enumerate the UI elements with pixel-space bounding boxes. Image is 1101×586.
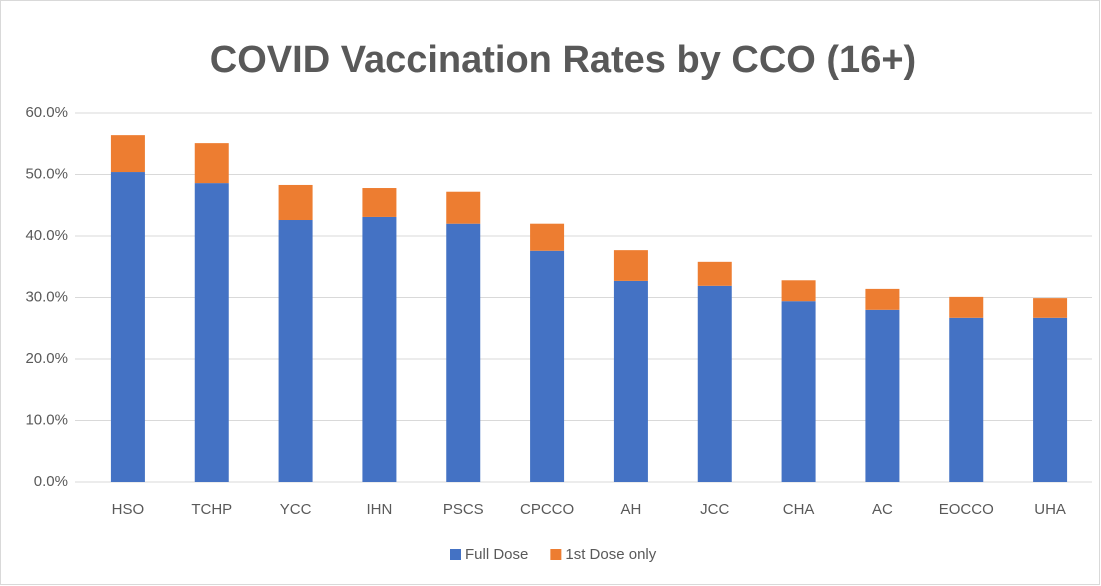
bar-segment [278,184,313,221]
bar-segment [362,188,397,217]
x-tick-label: YCC [280,501,312,518]
y-tick-label: 40.0% [25,227,68,244]
x-tick-label: EOCCO [939,501,994,518]
bar-segment [865,309,900,482]
legend-swatch [550,549,562,560]
bar-segment [110,172,145,483]
x-tick-label: IHN [366,501,392,518]
y-tick-label: 20.0% [25,350,68,367]
bar-segment [530,223,565,251]
x-tick-label: HSO [112,501,145,518]
bar-segment [697,261,732,286]
bar-segment [949,317,984,482]
bar-segment [530,250,565,482]
x-tick-label: AH [620,501,641,518]
bar-segment [781,301,816,482]
y-tick-label: 60.0% [25,104,68,121]
legend-label: Full Dose [465,546,528,563]
bar-segment [110,135,145,173]
y-tick-label: 50.0% [25,165,68,182]
y-tick-label: 30.0% [25,288,68,305]
bar-segment [613,250,648,281]
legend-label: 1st Dose only [565,546,656,563]
bar-segment [613,280,648,482]
bar-segment [697,285,732,482]
bar-segment [278,220,313,482]
y-tick-label: 10.0% [25,411,68,428]
x-tick-label: AC [872,501,893,518]
bar-segment [446,191,481,224]
x-tick-label: CPCCO [520,501,574,518]
x-tick-label: UHA [1034,501,1066,518]
bar-segment [1033,317,1068,482]
x-tick-label: TCHP [191,501,232,518]
y-tick-label: 0.0% [34,473,68,490]
x-tick-label: JCC [700,501,729,518]
bar-segment [362,216,397,482]
bar-segment [194,143,229,184]
bar-segment [194,183,229,483]
chart-title: COVID Vaccination Rates by CCO (16+) [210,39,916,81]
bar-segment [446,223,481,482]
bar-segment [865,288,900,310]
bar-segment [1033,298,1068,318]
x-tick-label: PSCS [443,501,484,518]
bar-segment [949,296,984,318]
legend-swatch [450,549,461,560]
x-tick-label: CHA [783,501,815,518]
bar-segment [781,280,816,302]
